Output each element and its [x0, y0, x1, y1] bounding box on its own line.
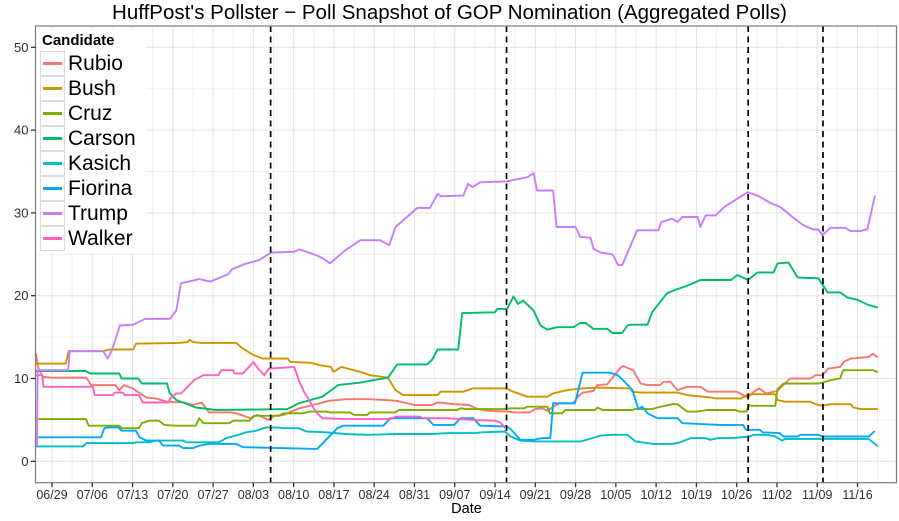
- legend-items: Rubio Bush Cruz Carson Kasich Fiorina Trump Wal…: [40, 51, 136, 251]
- legend-key-swatch: [40, 226, 65, 251]
- series-line-bush: [34, 338, 879, 411]
- x-tick-label: 07/20: [157, 488, 188, 502]
- legend-key-swatch: [40, 176, 65, 201]
- legend-key-line: [43, 237, 62, 240]
- y-tick-label: 20: [14, 288, 28, 303]
- x-tick-label: 08/24: [359, 488, 390, 502]
- series-line-carson: [34, 261, 879, 411]
- x-tick-label: 10/26: [721, 488, 752, 502]
- chart-title: HuffPost's Pollster − Poll Snapshot of G…: [112, 1, 787, 24]
- x-tick-label: 10/05: [600, 488, 631, 502]
- legend-item-label: Carson: [68, 127, 136, 150]
- legend-key-swatch: [40, 201, 65, 226]
- legend-item-cruz: Cruz: [40, 101, 136, 126]
- series-line-rubio: [34, 352, 879, 421]
- legend-item-kasich: Kasich: [40, 151, 136, 176]
- panel-border: [34, 25, 898, 484]
- series-line-fiorina: [34, 371, 876, 450]
- series-line-trump: [34, 172, 876, 447]
- legend-item-trump: Trump: [40, 201, 136, 226]
- legend-item-label: Trump: [68, 202, 128, 225]
- legend-title: Candidate: [42, 32, 115, 49]
- legend-item-label: Cruz: [68, 102, 113, 125]
- x-tick-label: 07/06: [77, 488, 108, 502]
- legend-key-line: [43, 162, 62, 165]
- x-tick-label: 07/13: [117, 488, 148, 502]
- legend-key-line: [43, 137, 62, 140]
- x-tick-label: 07/27: [197, 488, 228, 502]
- x-tick-label: 09/14: [479, 488, 510, 502]
- legend-key-swatch: [40, 126, 65, 151]
- legend-key-swatch: [40, 51, 65, 76]
- x-tick-label: 11/09: [802, 488, 832, 502]
- legend-key-line: [43, 212, 62, 215]
- series-line-walker: [34, 360, 506, 429]
- legend-item-label: Rubio: [68, 52, 123, 75]
- x-tick-label: 10/19: [681, 488, 712, 502]
- legend-item-label: Fiorina: [68, 177, 133, 200]
- y-tick-label: 10: [14, 371, 28, 386]
- legend-item-rubio: Rubio: [40, 51, 136, 76]
- series-line-kasich: [34, 426, 879, 448]
- y-tick-label: 50: [14, 40, 28, 55]
- legend-item-fiorina: Fiorina: [40, 176, 136, 201]
- x-tick-label: 09/28: [560, 488, 591, 502]
- legend: Candidate Rubio Bush Cruz Carson Kasich Fiori…: [37, 29, 146, 253]
- legend-key-line: [43, 62, 62, 65]
- legend-item-walker: Walker: [40, 226, 136, 251]
- x-tick-label: 10/12: [640, 488, 671, 502]
- legend-key-swatch: [40, 151, 65, 176]
- x-tick-label: 11/16: [842, 488, 872, 502]
- x-tick-label: 08/10: [278, 488, 309, 502]
- y-tick-label: 0: [21, 454, 28, 469]
- legend-key-line: [43, 112, 62, 115]
- y-tick-label: 40: [14, 123, 28, 138]
- y-tick-label: 30: [14, 205, 28, 220]
- x-axis-title: Date: [451, 501, 482, 517]
- legend-item-label: Bush: [68, 77, 116, 100]
- legend-key-swatch: [40, 101, 65, 126]
- x-tick-label: 09/21: [520, 488, 551, 502]
- x-tick-label: 11/02: [762, 488, 792, 502]
- legend-key-line: [43, 87, 62, 90]
- legend-item-carson: Carson: [40, 126, 136, 151]
- legend-item-bush: Bush: [40, 76, 136, 101]
- x-tick-label: 08/17: [318, 488, 349, 502]
- legend-key-line: [43, 187, 62, 190]
- x-tick-label: 08/31: [399, 488, 430, 502]
- x-tick-label: 08/03: [238, 488, 269, 502]
- x-tick-label: 06/29: [36, 488, 67, 502]
- x-tick-label: 09/07: [439, 488, 470, 502]
- legend-item-label: Walker: [68, 227, 133, 250]
- legend-key-swatch: [40, 76, 65, 101]
- legend-item-label: Kasich: [68, 152, 132, 175]
